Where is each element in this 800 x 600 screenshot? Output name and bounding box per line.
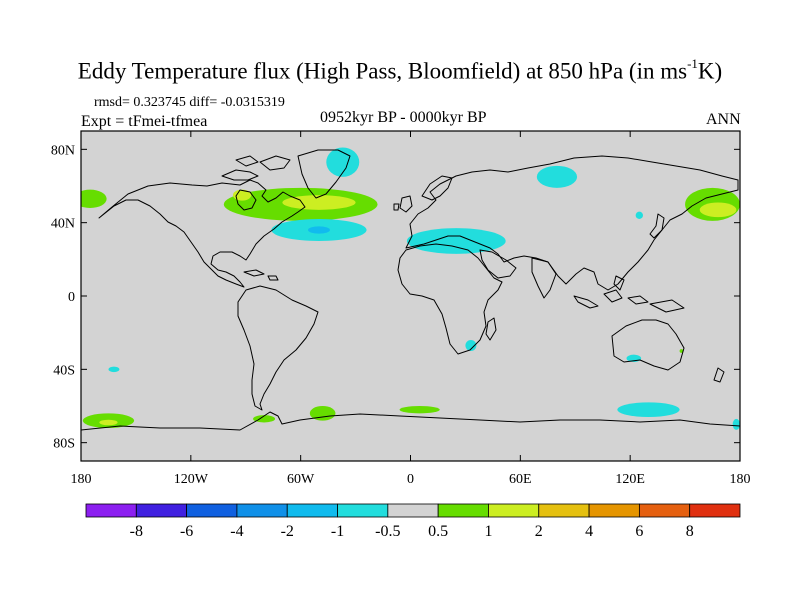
colorbar-label: -2 (281, 523, 294, 540)
anomaly-region-southern-ocean-atlantic-positive (309, 406, 336, 421)
colorbar-label: 0.5 (428, 523, 448, 540)
colorbar-label: 8 (686, 523, 694, 540)
colorbar-label: 6 (635, 523, 643, 540)
colorbar-label: -6 (180, 523, 193, 540)
x-tick-label: 120W (174, 472, 209, 487)
x-tick-label: 60E (509, 472, 532, 487)
anomaly-region-weddell-positive (253, 415, 276, 423)
coastline-caribbean (243, 269, 279, 281)
plot-title-unit-end: K) (697, 58, 723, 84)
colorbar-label: 4 (585, 523, 593, 540)
anomaly-region-north-pacific-west-positive-core (699, 202, 737, 218)
y-tick-label: 0 (68, 290, 75, 305)
coastlines (81, 149, 740, 461)
coastline-arabia (479, 249, 517, 279)
anomaly-region-mediterranean-negative (406, 228, 506, 254)
colorbar-box (236, 503, 288, 518)
anomaly-region-southern-ocean-pacific-positive-core (99, 419, 118, 426)
coastline-africa (397, 243, 503, 355)
anomaly-region-north-atlantic-positive-core (282, 195, 356, 210)
coastline-arctic-islands (221, 155, 291, 181)
x-tick-label: 180 (71, 472, 92, 487)
coastline-indonesia (573, 275, 685, 313)
colorbar-box (538, 503, 590, 518)
colorbar-label: 2 (535, 523, 543, 540)
coastline-india (531, 257, 557, 299)
coastline-japan (649, 213, 665, 239)
colorbar-box (186, 503, 238, 518)
y-tick-label: 80S (53, 437, 75, 452)
colorbar-box (286, 503, 338, 518)
y-tick-label: 40S (53, 363, 75, 378)
anomaly-region-ross-sea-negative (732, 418, 740, 430)
x-tick-label: 180 (730, 472, 751, 487)
coastline-north-america (98, 179, 306, 288)
anomaly-region-southern-ocean-east-negative (617, 402, 680, 417)
colorbar-box (689, 503, 741, 518)
colorbar-box (588, 503, 640, 518)
y-tick-label: 40N (51, 217, 75, 232)
colorbar-label: -0.5 (375, 523, 400, 540)
coastline-new-zealand (713, 367, 725, 383)
anomaly-region-greenland-negative (326, 147, 360, 177)
coastline-madagascar (485, 317, 497, 341)
colorbar-box (437, 503, 489, 518)
x-tick-label: 0 (407, 472, 414, 487)
coastline-antarctica (81, 411, 740, 461)
coastline-scandinavia (421, 175, 453, 201)
coastline-eurasia (405, 155, 739, 291)
colorbar-box (85, 503, 137, 518)
anomaly-region-west-atlantic-positive-core (232, 189, 252, 201)
anomaly-region-south-africa-negative (465, 340, 477, 351)
coastline-south-america (237, 285, 319, 411)
colorbar-box (135, 503, 188, 518)
anomaly-region-south-pacific-negative (108, 366, 120, 373)
season-label: ANN (706, 111, 741, 128)
anomaly-region-north-pacific-east-positive (81, 189, 107, 208)
stats-line: rmsd= 0.323745 diff= -0.0315319 (94, 95, 285, 110)
colorbar: -8 -6 -4 -2 -1 -0.5 0.5 1 2 4 6 8 (85, 503, 741, 540)
x-tick-label: 120E (615, 472, 645, 487)
coastline-hudson-bay (235, 189, 257, 211)
colorbar-label: 1 (484, 523, 492, 540)
colorbar-box (638, 503, 691, 518)
y-tick-label: 80N (51, 143, 75, 158)
plot-title: Eddy Temperature flux (High Pass, Bloomf… (0, 56, 800, 85)
plot-title-text: Eddy Temperature flux (High Pass, Bloomf… (77, 58, 688, 84)
coastline-uk (393, 195, 413, 213)
period-label: 0952kyr BP - 0000kyr BP (320, 109, 487, 126)
x-tick-label: 60W (287, 472, 315, 487)
plot-title-unit-exponent: -1 (687, 56, 698, 71)
coastline-greenland (297, 149, 351, 199)
colorbar-label: -1 (331, 523, 344, 540)
axis-ticks: 180 120W 60W 0 60E 120E 180 80N 40N 0 40S 80S (51, 131, 751, 487)
colorbar-label: -8 (130, 523, 143, 540)
coastline-australia (611, 319, 685, 371)
colorbar-box (488, 503, 540, 518)
anomaly-region-southern-ocean-indian-positive (399, 406, 440, 414)
anomaly-region-siberia-negative (536, 165, 578, 188)
anomaly-region-atlantic-negative-core (307, 226, 330, 234)
colorbar-label: -4 (230, 523, 243, 540)
anomaly-region-tasman-positive (679, 349, 684, 353)
colorbar-box (387, 503, 439, 518)
colorbar-box (337, 503, 389, 518)
experiment-label: Expt = tFmei-tfmea (81, 113, 208, 130)
anomaly-region-japan-negative (635, 211, 643, 219)
